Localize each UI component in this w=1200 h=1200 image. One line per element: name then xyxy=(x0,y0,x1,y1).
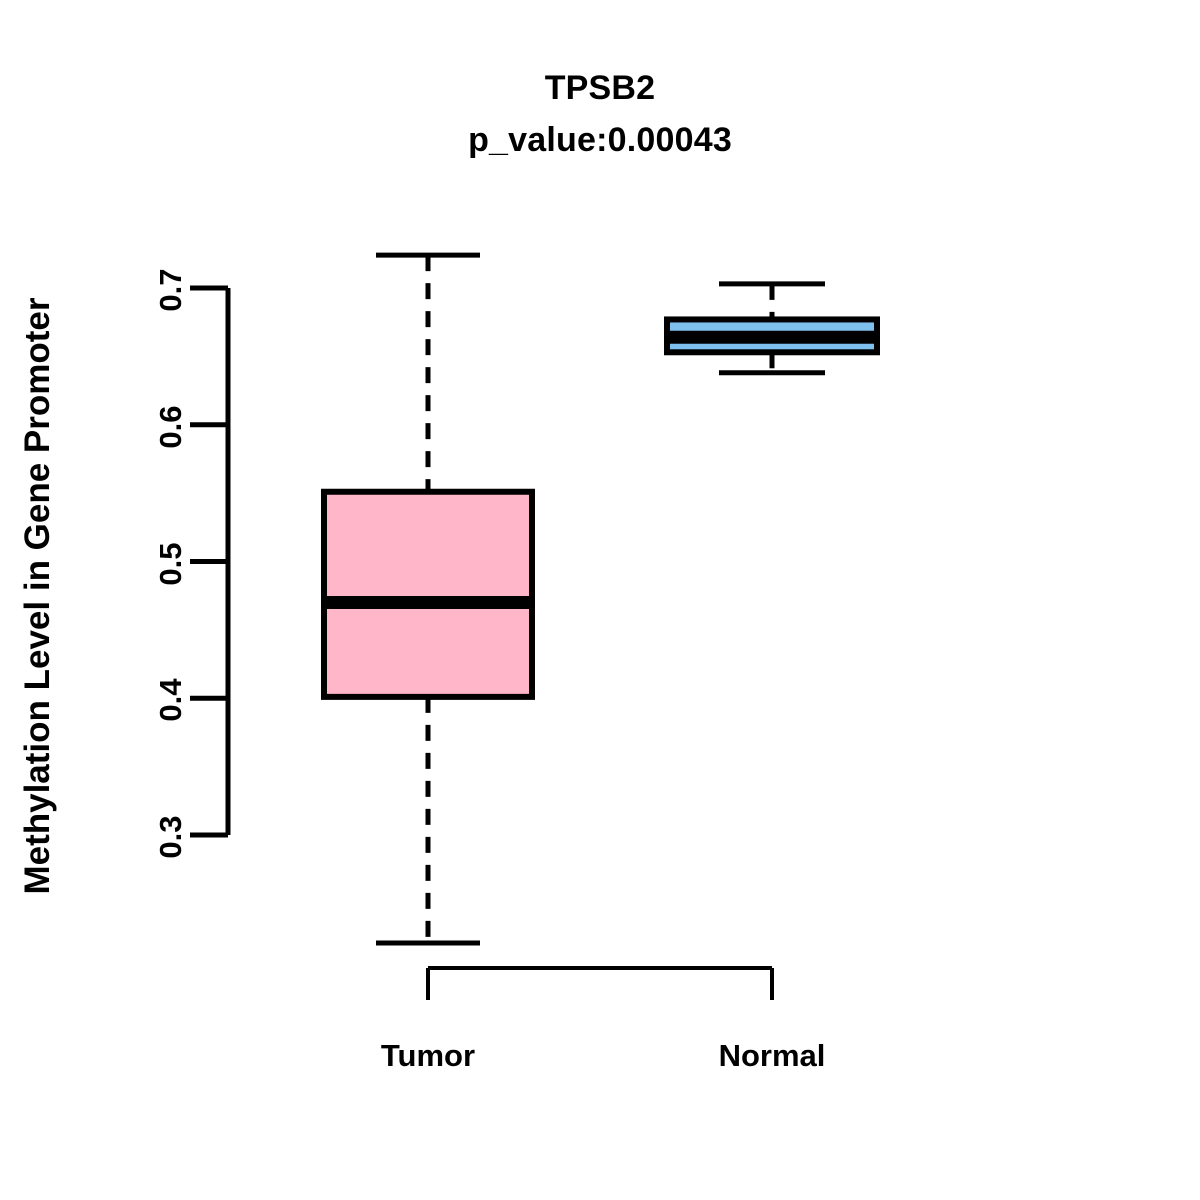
x-tick-label-tumor: Tumor xyxy=(380,1038,476,1073)
x-tick-label-normal: Normal xyxy=(718,1038,826,1073)
boxes-layer xyxy=(321,252,880,946)
axes-layer xyxy=(190,285,774,1000)
chart-title-block: TPSB2 p_value:0.00043 xyxy=(0,62,1200,166)
boxplot-tumor[interactable] xyxy=(321,252,535,946)
box-iqr[interactable] xyxy=(321,488,535,700)
chart-title: TPSB2 xyxy=(544,69,656,107)
chart-subtitle: p_value:0.00043 xyxy=(468,121,732,159)
boxplot-normal[interactable] xyxy=(664,281,880,376)
